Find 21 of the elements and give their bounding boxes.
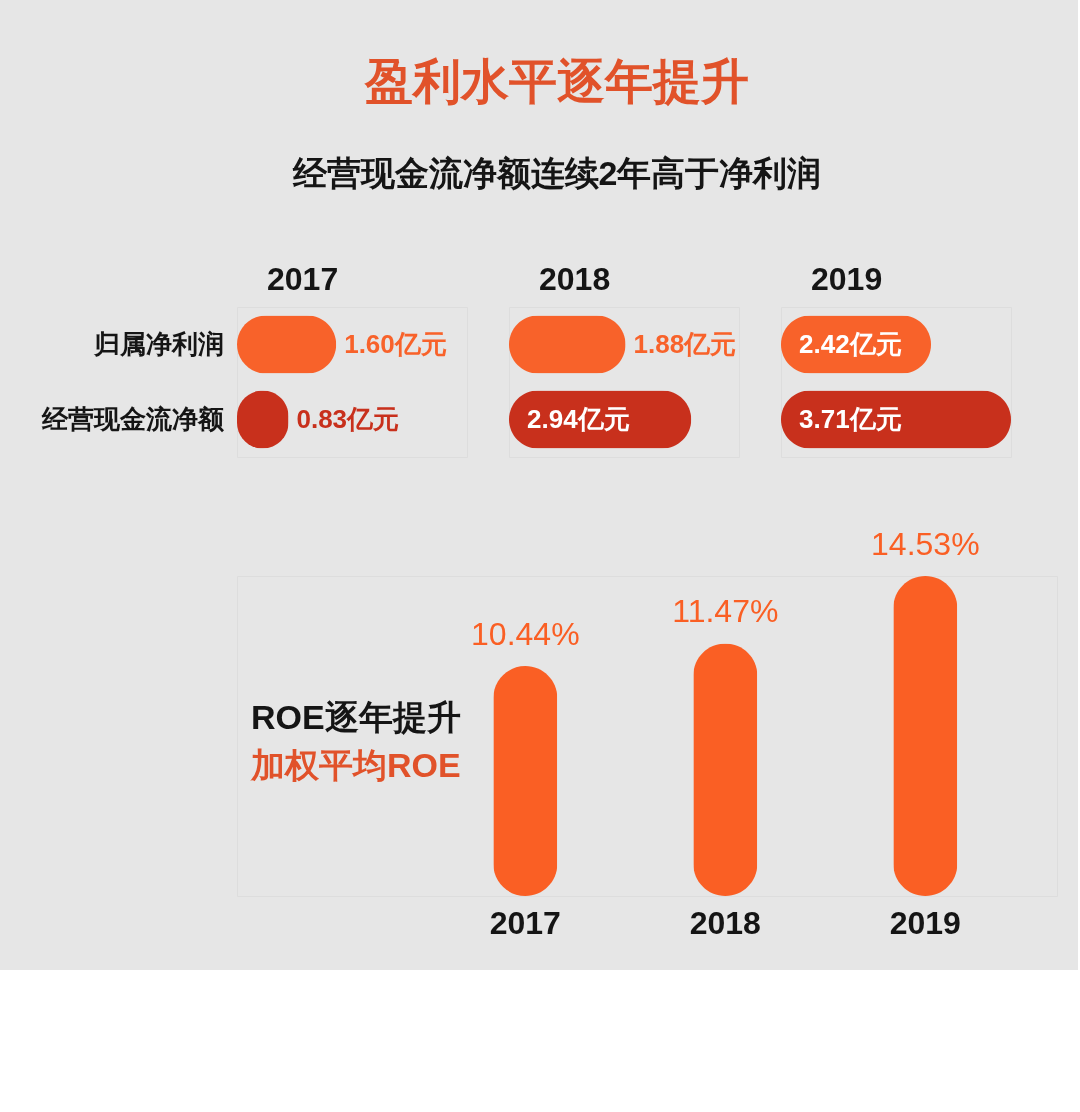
data-label: 1.88亿元 [633, 328, 737, 359]
x-tick-label: 2019 [889, 904, 961, 941]
data-label: 2.42亿元 [799, 328, 902, 359]
data-label: 1.60亿元 [344, 328, 447, 359]
text: 加权平均ROE [250, 746, 461, 784]
x-tick-label: 2017 [489, 904, 561, 941]
text: ROE逐年提升 [251, 698, 461, 736]
data-label: 10.44% [471, 616, 580, 653]
data-label: 14.53% [871, 526, 980, 562]
chart-title: 2017 [267, 261, 339, 297]
text: 经营现金流净额连续2年高于净利润 [291, 154, 822, 192]
chart-title: 2018 [539, 261, 611, 297]
data-label: 3.71亿元 [799, 403, 902, 434]
text: 盈利水平逐年提升 [364, 55, 749, 108]
data-label: 2.94亿元 [527, 403, 630, 434]
data-label: 11.47% [672, 593, 779, 630]
data-label: 0.83亿元 [296, 403, 400, 434]
y-tick-label: 归属净利润 [92, 328, 224, 359]
x-tick-label: 2018 [689, 904, 761, 941]
y-tick-label: 经营现金流净额 [40, 403, 225, 434]
chart-title: 2019 [811, 261, 883, 297]
